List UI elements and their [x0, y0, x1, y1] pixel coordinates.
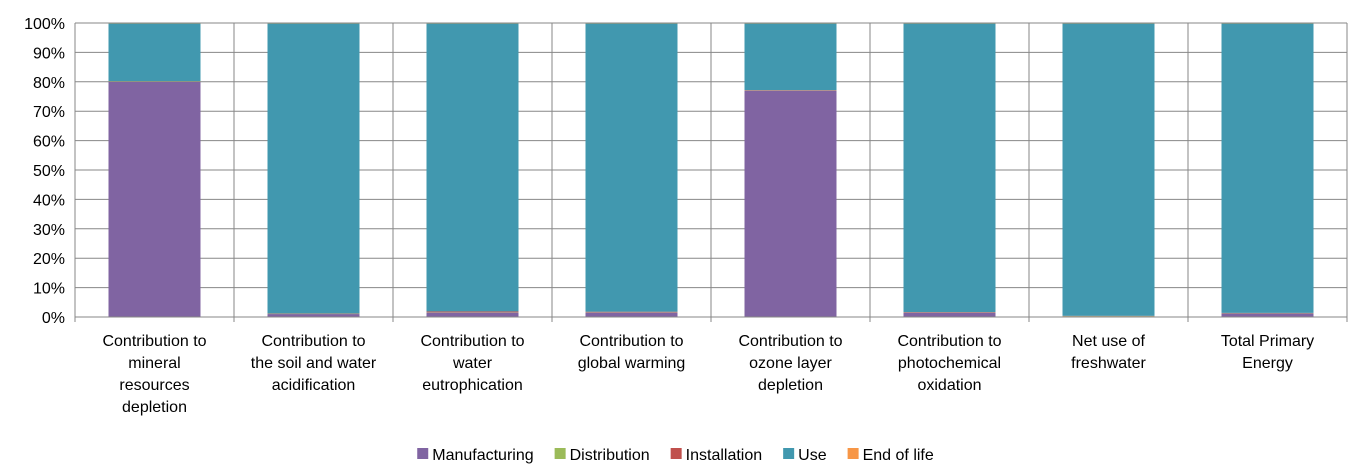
bar-segment-manufacturing [1221, 313, 1314, 317]
x-category-label: Net use of freshwater [1071, 333, 1146, 372]
y-axis: 0% 10% 20% 30% 40% 50% 60% 70% 80% 90% 100% [24, 16, 65, 327]
legend-label: Use [798, 447, 827, 464]
x-category-label: Contribution to mineral resources depletion [102, 333, 206, 416]
bar-segment-use [1221, 23, 1314, 313]
y-tick-label: 50% [33, 163, 65, 180]
bar-segment-manufacturing [108, 81, 201, 317]
bar-segment-use [426, 23, 519, 312]
bar-segment-installation [585, 311, 678, 313]
bar-segment-manufacturing [903, 312, 996, 317]
bar-segment-use [267, 23, 360, 314]
legend-label: Distribution [570, 447, 650, 464]
y-tick-label: 40% [33, 192, 65, 209]
legend-label: Installation [686, 447, 763, 464]
legend-swatch [670, 448, 682, 459]
bar-stacks [108, 23, 1314, 318]
legend-swatch [847, 448, 859, 459]
bar-segment-use [903, 23, 996, 313]
bar-segment-use [1062, 23, 1155, 316]
bar-segment-use [744, 23, 837, 91]
y-tick-label: 20% [33, 251, 65, 268]
legend-label: Manufacturing [432, 447, 533, 464]
x-category-label: Contribution to the soil and water acidifi… [251, 333, 377, 394]
bar-segment-manufacturing [744, 90, 837, 318]
legend-label: End of life [863, 447, 934, 464]
x-category-label: Contribution to global warming [578, 333, 686, 372]
x-category-label: Contribution to water eutrophication [420, 333, 524, 394]
bar-segment-manufacturing [426, 312, 519, 317]
y-tick-label: 60% [33, 134, 65, 151]
y-tick-label: 10% [33, 281, 65, 298]
y-tick-label: 0% [42, 310, 65, 327]
legend-swatch [783, 448, 795, 459]
bar-segment-use [585, 23, 678, 312]
y-tick-label: 90% [33, 45, 65, 62]
y-tick-label: 80% [33, 75, 65, 92]
x-category-label: Total Primary Energy [1221, 333, 1314, 372]
y-tick-label: 70% [33, 104, 65, 121]
bar-segment-use [108, 23, 201, 82]
bar-segment-installation [426, 311, 519, 313]
x-category-label: Contribution to ozone layer depletion [738, 333, 842, 394]
bar-segment-manufacturing [585, 312, 678, 317]
bar-segment-manufacturing [267, 314, 360, 317]
legend-swatch [417, 448, 429, 459]
x-category-label: Contribution to photochemical oxidation [897, 333, 1001, 394]
legend-swatch [554, 448, 566, 459]
y-tick-label: 100% [24, 16, 65, 33]
x-axis: Contribution to mineral resources depletion… [75, 316, 1347, 416]
gridlines [74, 22, 1348, 322]
y-tick-label: 30% [33, 222, 65, 239]
legend: Manufacturing Distribution Installation Use… [417, 447, 934, 464]
